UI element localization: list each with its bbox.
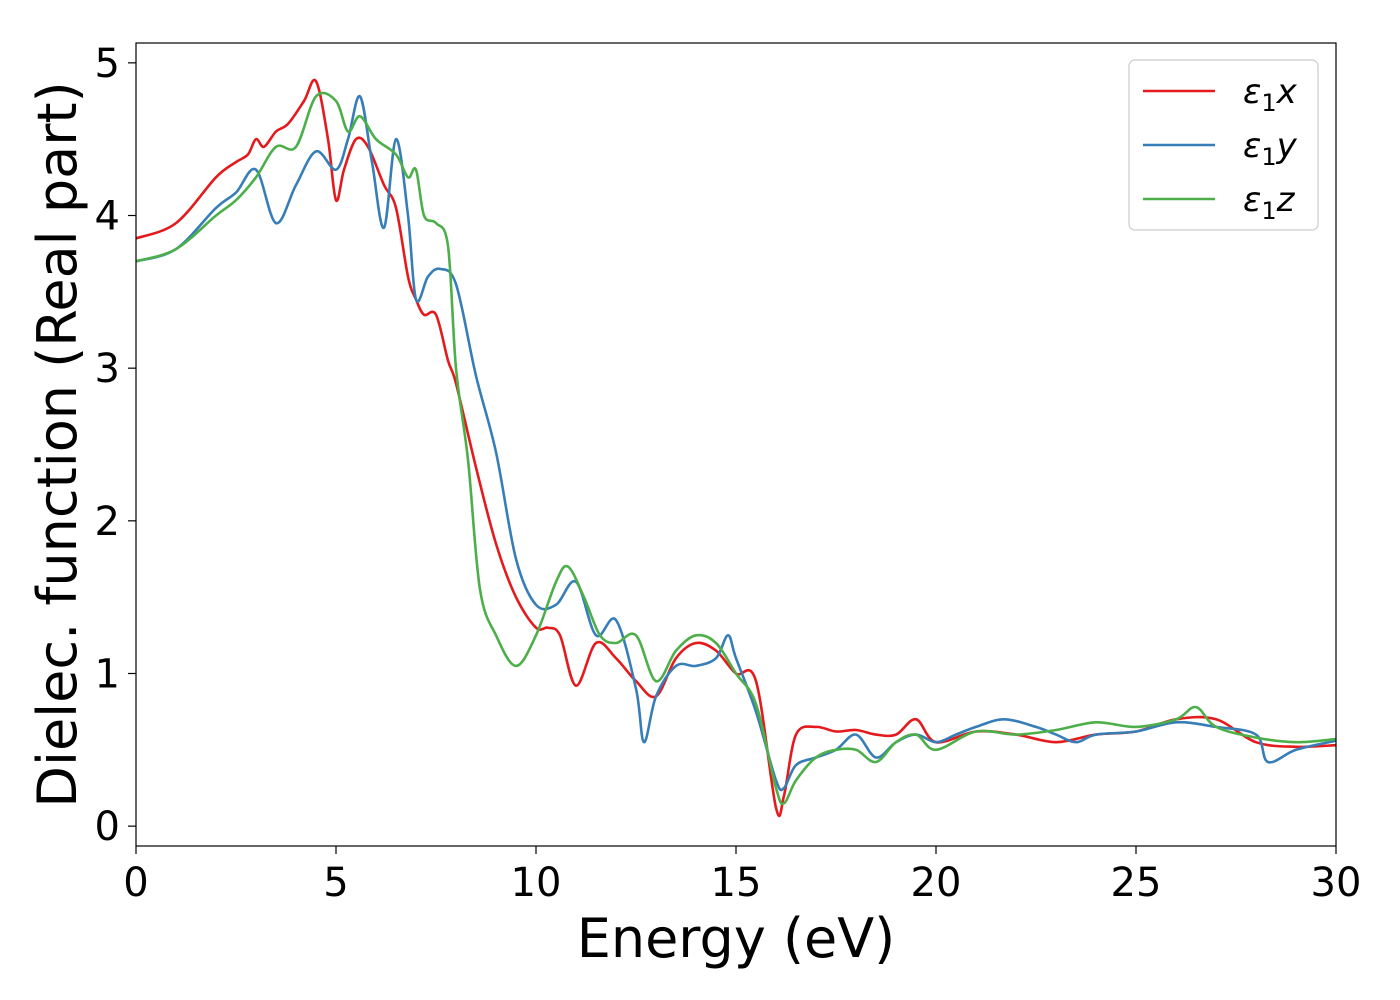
axes-layer: 0 5 10 15 20 25 30 0 1 2 3 4 5 (95, 41, 1362, 906)
legend: ε1x ε1y ε1z (1128, 59, 1319, 231)
y-tick-label: 5 (95, 41, 120, 87)
legend-box (1128, 59, 1319, 231)
y-tick-label: 1 (95, 651, 120, 697)
x-axis-label: Energy (eV) (577, 907, 896, 970)
x-tick-label: 5 (323, 860, 348, 906)
legend-label-z: ε1z (1243, 180, 1296, 225)
y-tick-label: 4 (95, 194, 120, 240)
legend-label-y: ε1y (1243, 126, 1298, 171)
y-tick-label: 3 (95, 346, 120, 392)
y-tick-label: 2 (95, 499, 120, 545)
series-line-y (135, 95, 1337, 792)
series-layer (135, 78, 1337, 817)
y-tick-label: 0 (95, 804, 120, 850)
x-tick-label: 20 (911, 860, 962, 906)
y-axis-label: Dielec. function (Real part) (26, 81, 89, 807)
x-tick-label: 30 (1311, 860, 1362, 906)
legend-label-x: ε1x (1243, 72, 1298, 117)
x-tick-label: 0 (123, 860, 148, 906)
x-tick-label: 10 (511, 860, 562, 906)
x-tick-label: 25 (1111, 860, 1162, 906)
x-tick-label: 15 (711, 860, 762, 906)
series-line-z (135, 91, 1337, 806)
